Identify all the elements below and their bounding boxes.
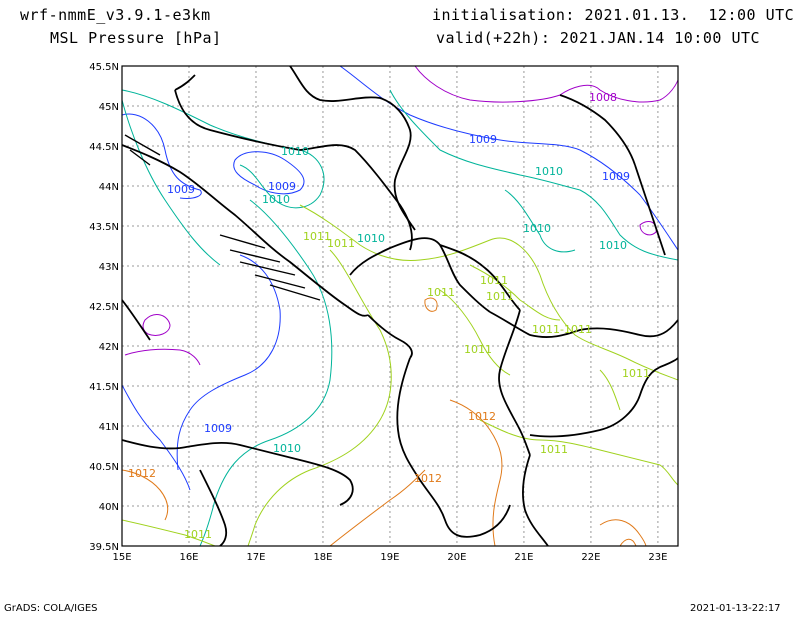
map-grid <box>122 66 678 546</box>
x-tick-label: 15E <box>112 552 131 563</box>
contour-label-1010: 1010 <box>535 165 563 178</box>
contour-label-1010: 1010 <box>599 239 627 252</box>
x-tick-label: 17E <box>246 552 265 563</box>
x-tick-label: 21E <box>514 552 533 563</box>
contour-label-1011: 1011 <box>184 528 212 541</box>
y-tick-label: 41.5N <box>89 382 119 393</box>
x-tick-label: 20E <box>447 552 466 563</box>
contour-label-1011: 1011 <box>486 290 514 303</box>
y-axis-ticks: 45.5N 45N 44.5N 44N 43.5N 43N 42.5N 42N 41.5N 41N… <box>89 62 119 553</box>
isobar-1012 <box>122 297 647 546</box>
contour-label-1011-1011: 1011-1011 <box>532 323 592 336</box>
x-tick-label: 23E <box>648 552 667 563</box>
contour-label-1010: 1010 <box>357 232 385 245</box>
contour-label-1010: 1010 <box>281 145 309 158</box>
footer-timestamp: 2021-01-13-22:17 <box>690 603 781 614</box>
y-tick-label: 44.5N <box>89 142 119 153</box>
x-tick-label: 16E <box>179 552 198 563</box>
x-axis-ticks: 15E 16E 17E 18E 19E 20E 21E 22E 23E <box>112 552 667 563</box>
x-tick-label: 22E <box>581 552 600 563</box>
y-tick-label: 43N <box>99 262 119 273</box>
footer-credit: GrADS: COLA/IGES <box>4 603 98 614</box>
init-time: initialisation: 2021.01.13. 12:00 UTC <box>432 6 795 24</box>
contour-label-1009: 1009 <box>602 170 630 183</box>
contour-label-1009: 1009 <box>268 180 296 193</box>
y-tick-label: 44N <box>99 182 119 193</box>
contour-label-1010: 1010 <box>262 193 290 206</box>
contour-label-1011: 1011 <box>327 237 355 250</box>
contour-label-1012: 1012 <box>128 467 156 480</box>
y-tick-label: 45.5N <box>89 62 119 73</box>
model-title: wrf-nmmE_v3.9.1-e3km <box>20 6 211 24</box>
contour-label-1012: 1012 <box>414 472 442 485</box>
x-tick-label: 18E <box>313 552 332 563</box>
y-tick-label: 42N <box>99 342 119 353</box>
contour-label-1011: 1011 <box>540 443 568 456</box>
valid-time: valid(+22h): 2021.JAN.14 10:00 UTC <box>436 29 761 47</box>
contour-label-1011: 1011 <box>622 367 650 380</box>
map-frame <box>121 65 679 547</box>
contour-label-1011: 1011 <box>303 230 331 243</box>
isobar-1011 <box>122 204 678 546</box>
y-tick-label: 40.5N <box>89 462 119 473</box>
contour-label-1011: 1011 <box>427 286 455 299</box>
contour-label-1012: 1012 <box>468 410 496 423</box>
contour-label-1009: 1009 <box>469 133 497 146</box>
contour-label-1008: 1008 <box>589 91 617 104</box>
y-tick-label: 42.5N <box>89 302 119 313</box>
x-tick-label: 19E <box>380 552 399 563</box>
contour-label-1011: 1011 <box>464 343 492 356</box>
y-tick-label: 45N <box>99 102 119 113</box>
dalmatian-islands <box>124 134 321 301</box>
contour-label-1010: 1010 <box>273 442 301 455</box>
contour-label-1009: 1009 <box>204 422 232 435</box>
coastlines-and-borders <box>122 66 678 546</box>
y-tick-label: 41N <box>99 422 119 433</box>
y-tick-label: 43.5N <box>89 222 119 233</box>
contour-label-1009: 1009 <box>167 183 195 196</box>
y-tick-label: 40N <box>99 502 119 513</box>
contour-label-1011: 1011 <box>480 274 508 287</box>
y-tick-label: 39.5N <box>89 542 119 553</box>
variable-title: MSL Pressure [hPa] <box>50 29 222 47</box>
isobar-1008 <box>124 66 678 366</box>
contour-label-1010: 1010 <box>523 222 551 235</box>
